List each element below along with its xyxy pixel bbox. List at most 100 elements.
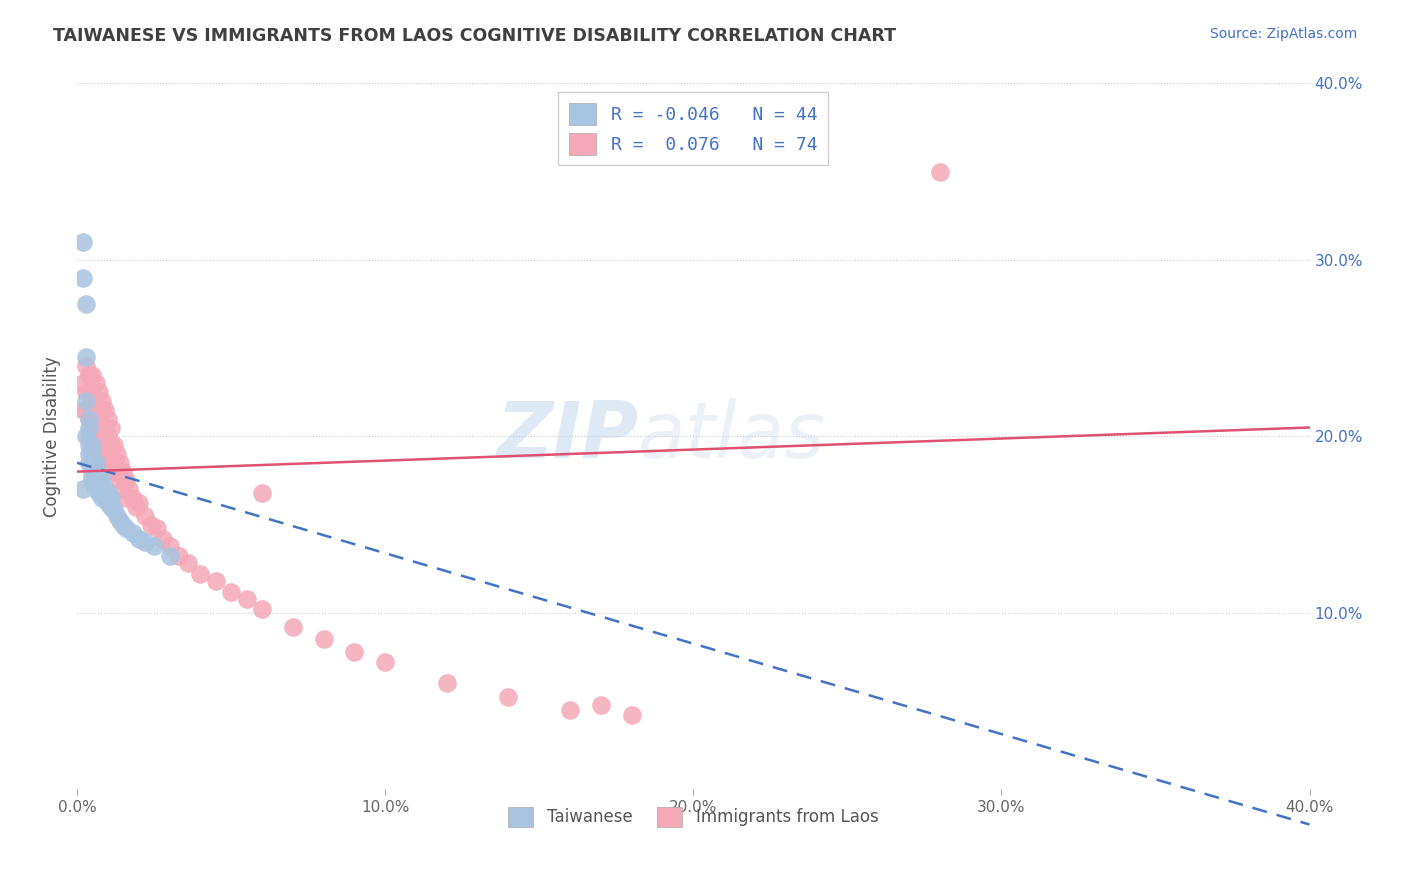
Point — [75, 402, 97, 417]
Point — [94, 456, 117, 470]
Point — [188, 566, 211, 581]
Point — [219, 584, 242, 599]
Point — [87, 429, 110, 443]
Point — [90, 491, 112, 505]
Point — [128, 496, 150, 510]
Point — [75, 429, 97, 443]
Point — [97, 411, 120, 425]
Point — [100, 491, 122, 505]
Point — [94, 491, 117, 505]
Point — [90, 420, 112, 434]
Point — [94, 438, 117, 452]
Point — [87, 468, 110, 483]
Point — [90, 394, 112, 409]
Point — [75, 385, 97, 400]
Point — [105, 508, 128, 523]
Point — [82, 394, 104, 409]
Point — [103, 456, 125, 470]
Point — [82, 468, 104, 483]
Point — [97, 485, 120, 500]
Point — [112, 483, 135, 497]
Point — [82, 461, 104, 475]
Point — [97, 496, 120, 510]
Point — [87, 447, 110, 461]
Point — [235, 591, 257, 606]
Point — [250, 602, 273, 616]
Text: TAIWANESE VS IMMIGRANTS FROM LAOS COGNITIVE DISABILITY CORRELATION CHART: TAIWANESE VS IMMIGRANTS FROM LAOS COGNIT… — [53, 27, 897, 45]
Point — [110, 456, 132, 470]
Point — [79, 438, 101, 452]
Point — [100, 420, 122, 434]
Point — [87, 385, 110, 400]
Point — [75, 350, 97, 364]
Point — [82, 474, 104, 488]
Y-axis label: Cognitive Disability: Cognitive Disability — [44, 356, 60, 516]
Point — [72, 402, 94, 417]
Point — [100, 456, 122, 470]
Point — [112, 517, 135, 532]
Point — [281, 620, 304, 634]
Text: ZIP: ZIP — [495, 399, 638, 475]
Point — [100, 438, 122, 452]
Point — [110, 514, 132, 528]
Point — [115, 474, 138, 488]
Point — [124, 500, 146, 514]
Point — [79, 411, 101, 425]
Point — [146, 521, 169, 535]
Point — [159, 539, 181, 553]
Point — [79, 456, 101, 470]
Point — [82, 429, 104, 443]
Point — [79, 385, 101, 400]
Legend: Taiwanese, Immigrants from Laos: Taiwanese, Immigrants from Laos — [502, 800, 884, 834]
Point — [498, 690, 520, 705]
Point — [374, 655, 396, 669]
Point — [105, 465, 128, 479]
Point — [90, 483, 112, 497]
Point — [82, 456, 104, 470]
Point — [105, 447, 128, 461]
Point — [177, 557, 200, 571]
Point — [79, 447, 101, 461]
Point — [589, 698, 612, 712]
Point — [97, 429, 120, 443]
Point — [72, 376, 94, 391]
Point — [79, 368, 101, 382]
Point — [159, 549, 181, 564]
Point — [121, 526, 143, 541]
Point — [94, 402, 117, 417]
Text: atlas: atlas — [638, 399, 825, 475]
Point — [82, 447, 104, 461]
Point — [134, 535, 156, 549]
Point — [558, 703, 581, 717]
Point — [620, 708, 643, 723]
Point — [82, 438, 104, 452]
Point — [90, 402, 112, 417]
Point — [75, 394, 97, 409]
Point — [250, 485, 273, 500]
Point — [84, 474, 107, 488]
Point — [103, 438, 125, 452]
Point — [118, 483, 141, 497]
Point — [82, 411, 104, 425]
Point — [436, 676, 458, 690]
Point — [152, 532, 174, 546]
Point — [84, 438, 107, 452]
Point — [87, 479, 110, 493]
Point — [79, 420, 101, 434]
Point — [139, 517, 162, 532]
Point — [75, 297, 97, 311]
Point — [72, 270, 94, 285]
Point — [84, 420, 107, 434]
Point — [128, 532, 150, 546]
Point — [103, 503, 125, 517]
Point — [204, 574, 226, 588]
Point — [84, 456, 107, 470]
Point — [115, 491, 138, 505]
Point — [121, 491, 143, 505]
Point — [115, 521, 138, 535]
Point — [72, 483, 94, 497]
Point — [90, 438, 112, 452]
Point — [110, 474, 132, 488]
Point — [87, 485, 110, 500]
Point — [143, 539, 166, 553]
